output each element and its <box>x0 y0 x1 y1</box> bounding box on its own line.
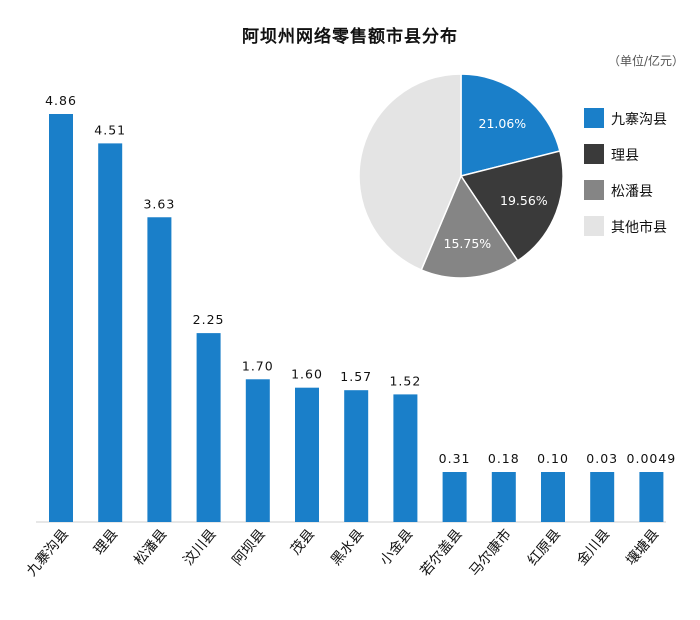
bar-value-label-12: 0.03 <box>586 451 618 466</box>
bar-1 <box>49 114 73 522</box>
bar-value-label-2: 4.51 <box>94 122 126 137</box>
bar-10 <box>491 472 516 522</box>
bar-value-label-6: 1.60 <box>291 367 323 382</box>
legend-swatch-1 <box>584 108 604 128</box>
pie-slice-3 <box>420 174 519 279</box>
x-tick-label-9: 若尔盖县 <box>417 526 465 579</box>
x-tick-label-2: 理县 <box>91 526 121 558</box>
x-tick-label-4: 汶川县 <box>180 526 220 569</box>
pie-slice-1 <box>460 73 561 177</box>
bar-6 <box>295 387 319 522</box>
bar-12 <box>590 472 615 522</box>
legend-label-1: 九寨沟县 <box>611 111 667 128</box>
bar-value-label-5: 1.70 <box>242 358 274 373</box>
legend-label-2: 理县 <box>611 148 639 164</box>
bar-13 <box>639 472 664 522</box>
bar-2 <box>98 143 123 522</box>
pie-slice-label-1: 21.06% <box>479 116 527 131</box>
legend-label-4: 其他市县 <box>611 219 667 236</box>
legend-label-3: 松潘县 <box>611 184 653 200</box>
unit-label: （单位/亿元） <box>607 54 684 68</box>
bar-value-label-9: 0.31 <box>439 451 471 466</box>
x-tick-label-5: 阿坝县 <box>230 526 269 568</box>
x-tick-label-10: 马尔康市 <box>466 526 515 580</box>
bar-value-label-4: 2.25 <box>193 312 225 327</box>
legend-swatch-4 <box>584 216 604 236</box>
bar-9 <box>442 472 467 522</box>
x-tick-label-13: 壤塘县 <box>622 526 662 569</box>
bar-value-label-1: 4.86 <box>45 93 77 108</box>
chart-title: 阿坝州网络零售额市县分布 <box>242 27 458 47</box>
pie-slice-label-2: 19.56% <box>500 193 548 208</box>
pie-slice-2 <box>459 150 564 262</box>
bar-value-label-3: 3.63 <box>143 196 175 211</box>
x-tick-label-7: 黑水县 <box>328 526 367 568</box>
bar-3 <box>147 217 172 522</box>
x-tick-label-8: 小金县 <box>377 526 416 568</box>
x-tick-label-12: 金川县 <box>574 526 613 568</box>
legend-swatch-2 <box>584 144 604 164</box>
bar-11 <box>541 472 565 522</box>
legend-swatch-3 <box>584 180 604 200</box>
bar-value-label-11: 0.10 <box>537 451 569 466</box>
x-tick-label-1: 九寨沟县 <box>23 526 72 580</box>
pie-slice-label-3: 15.75% <box>444 236 492 251</box>
bar-value-label-8: 1.52 <box>389 373 421 388</box>
x-tick-label-3: 松潘县 <box>131 526 170 568</box>
bar-value-label-13: 0.0049 <box>627 451 677 466</box>
x-tick-label-6: 茂县 <box>287 526 318 558</box>
bar-4 <box>196 333 221 522</box>
bar-5 <box>245 379 270 522</box>
pie-slice-4 <box>358 73 462 271</box>
x-tick-label-11: 红原县 <box>525 526 564 568</box>
bar-value-label-10: 0.18 <box>488 451 520 466</box>
bar-8 <box>393 394 418 522</box>
bar-value-label-7: 1.57 <box>340 369 372 384</box>
bar-7 <box>344 390 369 522</box>
